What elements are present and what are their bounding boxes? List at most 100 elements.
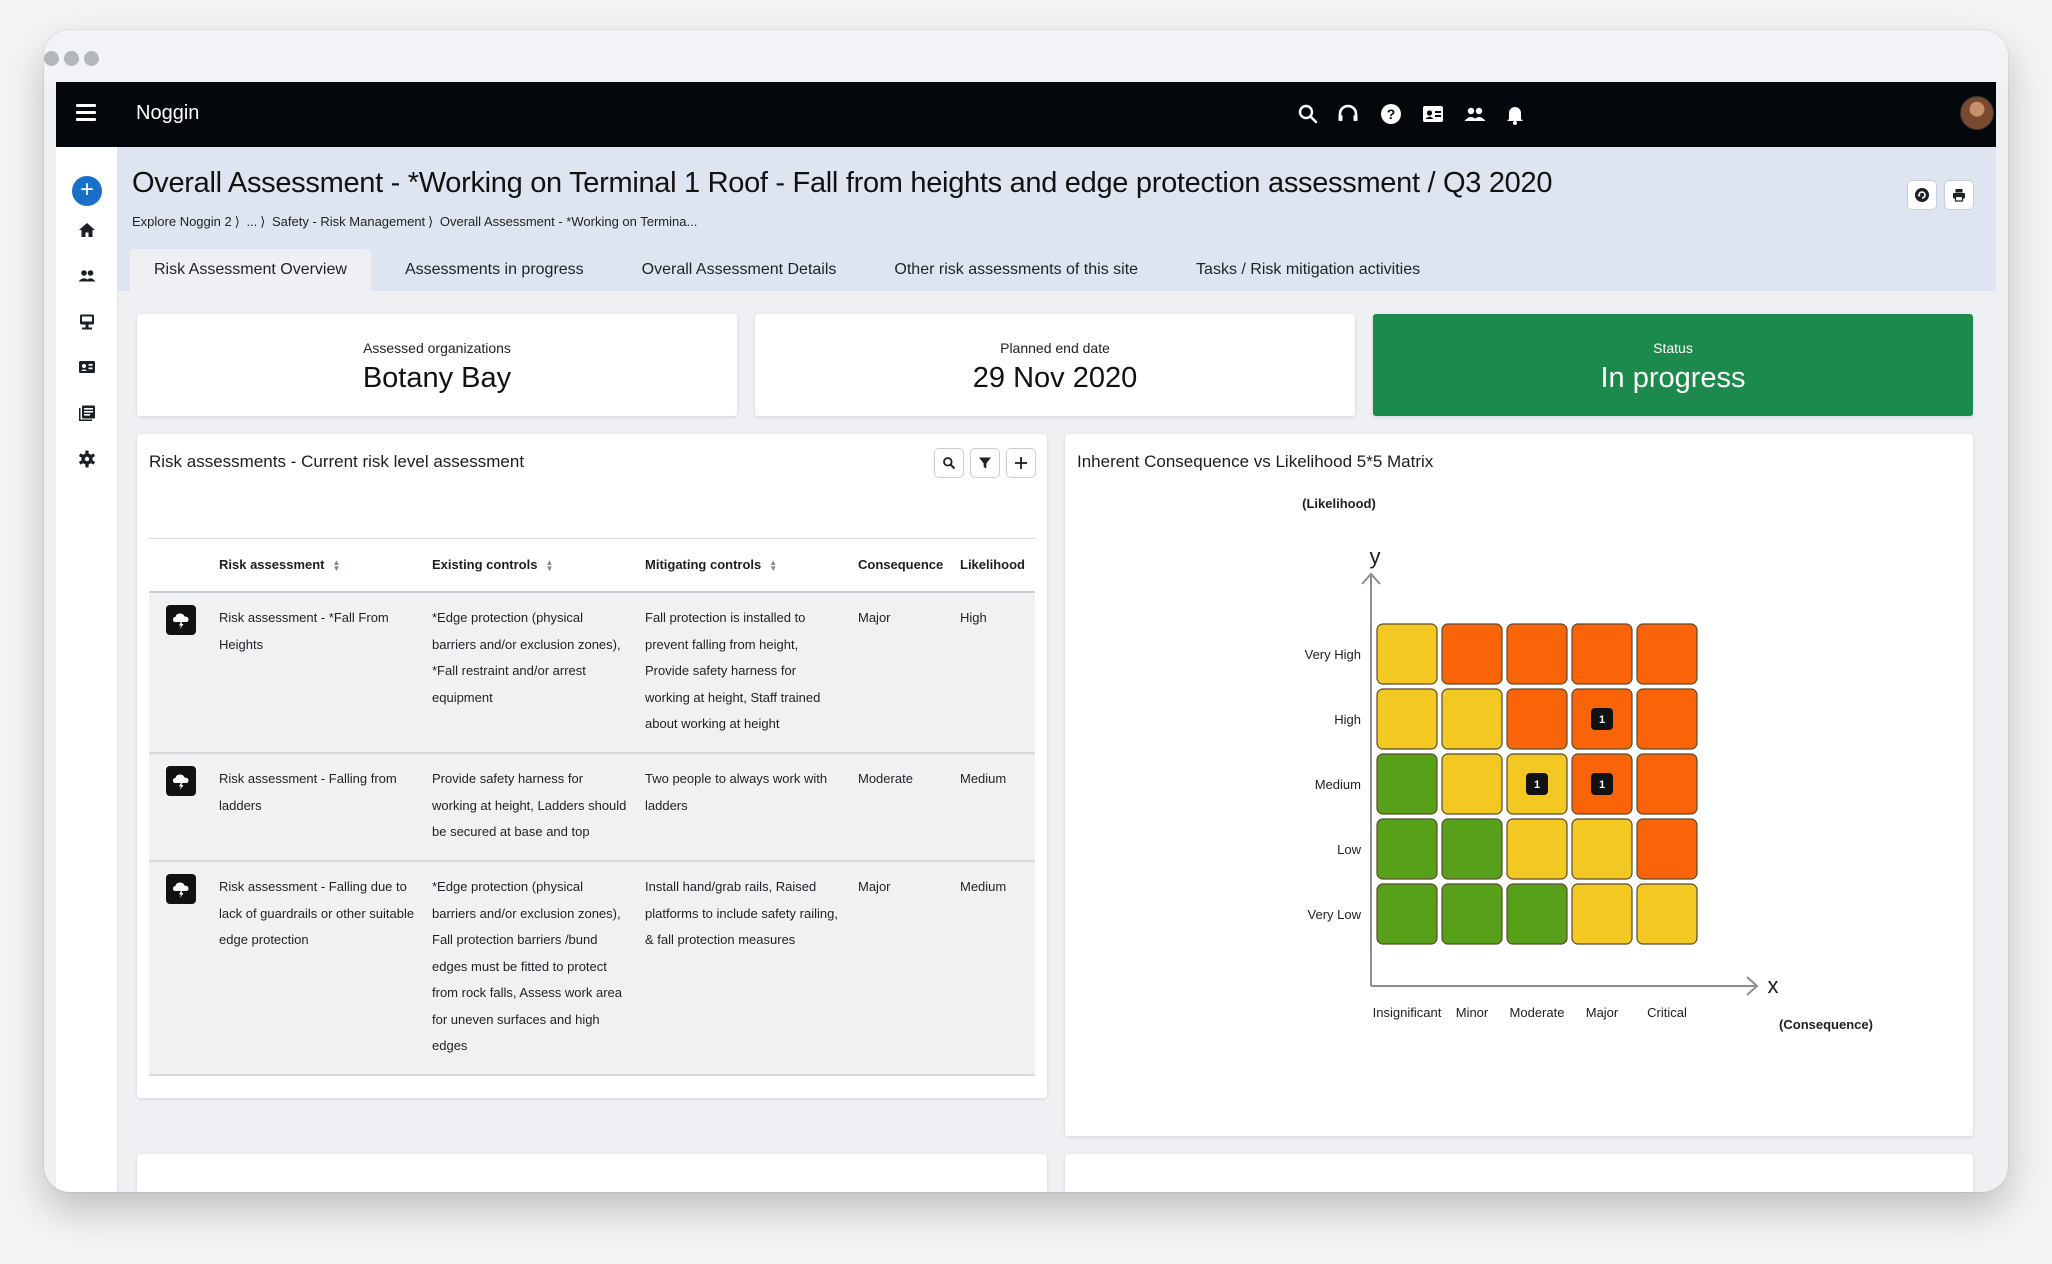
y-tick-label: Medium xyxy=(1315,777,1361,792)
settings-gear-icon[interactable] xyxy=(75,447,99,471)
app-window: Noggin ? + xyxy=(44,30,2008,1192)
table-row[interactable]: Risk assessment - *Fall From Heights *Edge… xyxy=(149,593,1035,754)
count-marker-label: 1 xyxy=(1599,714,1605,726)
x-tick-label: Moderate xyxy=(1510,1005,1565,1020)
breadcrumb-item[interactable]: ... xyxy=(246,214,258,229)
breadcrumb-item: Overall Assessment - *Working on Termina… xyxy=(439,214,698,229)
table-row[interactable]: Risk assessment - Falling due to lack of … xyxy=(149,862,1035,1076)
library-icon[interactable] xyxy=(75,401,99,425)
x-tick-label: Major xyxy=(1586,1005,1619,1020)
window-close-dot[interactable] xyxy=(44,51,59,66)
tab-other-risk-assessments[interactable]: Other risk assessments of this site xyxy=(894,261,1139,278)
cell-text-line: Medium xyxy=(960,879,1007,894)
add-button[interactable]: + xyxy=(72,176,102,206)
table-search-button[interactable] xyxy=(934,448,964,478)
cell-text-line: High xyxy=(960,610,987,625)
y-tick-label: Very High xyxy=(1305,647,1361,662)
cell-text-line: Major xyxy=(858,610,891,625)
refresh-icon xyxy=(1915,188,1929,202)
breadcrumb-separator: ⟩ xyxy=(260,214,266,229)
devices-icon[interactable] xyxy=(75,310,99,334)
matrix-cell xyxy=(1441,818,1503,880)
cell-text-line: Provide safety harness for xyxy=(432,771,584,786)
column-header-mitigating-controls[interactable]: Mitigating controls ▲ ▼ xyxy=(645,557,778,573)
table-header-row: Risk assessment ▲ ▼ Existing controls ▲ ▼ Mi… xyxy=(149,539,1035,593)
existing-controls-cell: Provide safety harness for working at hei… xyxy=(432,766,626,846)
y-axis-letter: y xyxy=(1370,544,1381,569)
matrix-cell xyxy=(1636,623,1698,685)
sort-icon[interactable]: ▲ ▼ xyxy=(769,558,778,573)
cell-text-line: ladders xyxy=(645,797,688,813)
tab-assessments-in-progress[interactable]: Assessments in progress xyxy=(404,261,584,278)
people-icon[interactable] xyxy=(1461,100,1489,128)
table-filter-button[interactable] xyxy=(970,448,1000,478)
risk-assessment-cell[interactable]: Risk assessment - Falling due to lack of … xyxy=(219,874,414,954)
matrix-title: Inherent Consequence vs Likelihood 5*5 M… xyxy=(1077,452,1434,471)
cell-text-line: Two people to always work with xyxy=(645,771,828,786)
user-avatar[interactable] xyxy=(1960,96,1994,130)
cell-text-line: Moderate xyxy=(858,771,913,786)
brand-name[interactable]: Noggin xyxy=(136,102,200,124)
column-header-consequence[interactable]: Consequence xyxy=(858,557,944,572)
search-icon[interactable] xyxy=(1294,100,1322,128)
consequence-cell: Major xyxy=(858,874,891,901)
print-icon xyxy=(1953,189,1965,202)
print-button[interactable] xyxy=(1944,180,1974,210)
headset-icon[interactable] xyxy=(1334,100,1362,128)
refresh-button[interactable] xyxy=(1907,180,1937,210)
matrix-cell xyxy=(1506,883,1568,945)
people-icon[interactable] xyxy=(75,264,99,288)
y-axis-caption: (Likelihood) xyxy=(1302,496,1376,511)
cell-text-line: Fall protection barriers /bund xyxy=(432,932,598,947)
risk-assessment-cell[interactable]: Risk assessment - Falling from ladders xyxy=(219,766,397,819)
cell-text-line: platforms to include safety railing, xyxy=(645,905,838,921)
contact-card-icon[interactable] xyxy=(1419,100,1447,128)
likelihood-cell: High xyxy=(960,605,987,632)
sort-icon[interactable]: ▲ ▼ xyxy=(332,558,341,573)
status-card: Status In progress xyxy=(1373,314,1973,416)
hazard-icon xyxy=(166,874,196,904)
tab-risk-assessment-overview[interactable]: Risk Assessment Overview xyxy=(130,249,371,291)
badge-icon[interactable] xyxy=(75,355,99,379)
cell-text-line: barriers and/or exclusion zones), xyxy=(432,636,621,652)
risk-matrix-panel: Inherent Consequence vs Likelihood 5*5 M… xyxy=(1065,434,1973,1136)
window-minimize-dot[interactable] xyxy=(64,51,79,66)
risk-assessment-cell[interactable]: Risk assessment - *Fall From Heights xyxy=(219,605,389,658)
cell-text-line: ladders xyxy=(219,797,262,813)
cell-text-line: edges must be fitted to protect xyxy=(432,958,607,974)
cell-text-line: edge protection xyxy=(219,932,309,947)
risk-table-panel: Risk assessments - Current risk level as… xyxy=(137,434,1047,1098)
breadcrumb-item[interactable]: Explore Noggin 2 xyxy=(132,214,232,229)
sort-icon[interactable]: ▲ ▼ xyxy=(545,558,554,573)
column-header-likelihood[interactable]: Likelihood xyxy=(960,557,1025,572)
column-header-risk-assessment[interactable]: Risk assessment ▲ ▼ xyxy=(219,557,341,573)
cell-text-line: for uneven surfaces and high xyxy=(432,1011,600,1027)
matrix-cell xyxy=(1376,623,1438,685)
search-icon xyxy=(943,457,956,470)
assessed-orgs-card: Assessed organizations Botany Bay xyxy=(137,314,737,416)
bell-icon[interactable] xyxy=(1501,100,1529,128)
page-header: Overall Assessment - *Working on Termina… xyxy=(118,147,1996,291)
window-zoom-dot[interactable] xyxy=(84,51,99,66)
page-title: Overall Assessment - *Working on Termina… xyxy=(132,167,1553,199)
matrix-cell xyxy=(1376,688,1438,750)
column-header-label: Mitigating controls xyxy=(645,557,762,572)
matrix-cell xyxy=(1636,753,1698,815)
table-add-button[interactable] xyxy=(1006,448,1036,478)
cell-text-line: Fall protection is installed to xyxy=(645,610,806,625)
menu-icon[interactable] xyxy=(76,104,96,121)
svg-text:?: ? xyxy=(1387,106,1396,122)
breadcrumb-item[interactable]: Safety - Risk Management xyxy=(271,214,426,229)
risk-table: Risk assessment ▲ ▼ Existing controls ▲ ▼ Mi… xyxy=(149,538,1035,1076)
cell-text-line: prevent falling from height, xyxy=(645,636,799,652)
residual-matrix-panel xyxy=(1065,1154,1973,1192)
cell-text-line: Medium xyxy=(960,771,1007,786)
cell-text-line: barriers and/or exclusion zones), xyxy=(432,905,621,921)
table-row[interactable]: Risk assessment - Falling from ladders Pro… xyxy=(149,754,1035,862)
cell-text-line: working at height, Ladders should xyxy=(432,797,627,813)
help-icon[interactable]: ? xyxy=(1377,100,1405,128)
column-header-existing-controls[interactable]: Existing controls ▲ ▼ xyxy=(432,557,554,573)
tab-overall-assessment-details[interactable]: Overall Assessment Details xyxy=(641,261,837,278)
home-icon[interactable] xyxy=(75,218,99,242)
tab-tasks-risk-mitigation[interactable]: Tasks / Risk mitigation activities xyxy=(1196,261,1421,278)
